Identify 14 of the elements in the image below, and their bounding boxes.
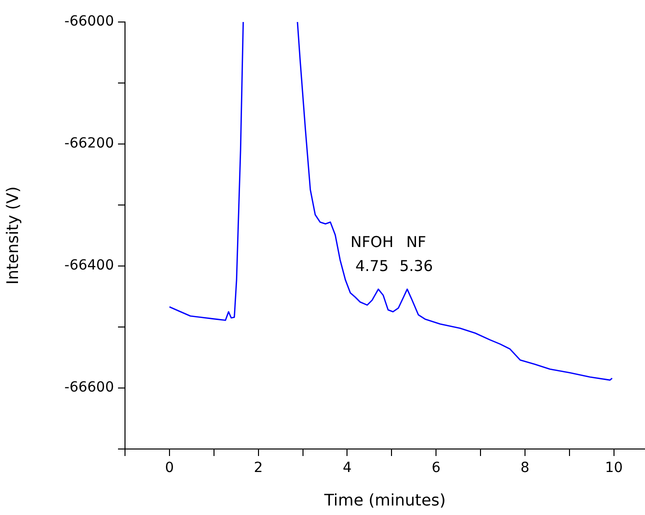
x-tick-label: 4: [342, 460, 352, 476]
y-tick-label: -66000: [64, 14, 114, 30]
annotation: NFOH 4.75: [350, 233, 394, 276]
y-tick-label: -66200: [64, 136, 114, 152]
x-tick-label: 0: [164, 460, 174, 476]
annotation: NF 5.36: [399, 233, 433, 276]
x-tick-label: 10: [604, 460, 623, 476]
x-tick-label: 2: [254, 460, 263, 476]
x-tick-label: 8: [520, 460, 530, 476]
x-axis-title: Time (minutes): [323, 490, 446, 510]
y-axis-title: Intensity (V): [2, 186, 22, 285]
y-tick-label: -66600: [64, 380, 114, 396]
x-tick-label: 6: [432, 460, 441, 476]
y-tick-label: -66400: [64, 258, 114, 274]
